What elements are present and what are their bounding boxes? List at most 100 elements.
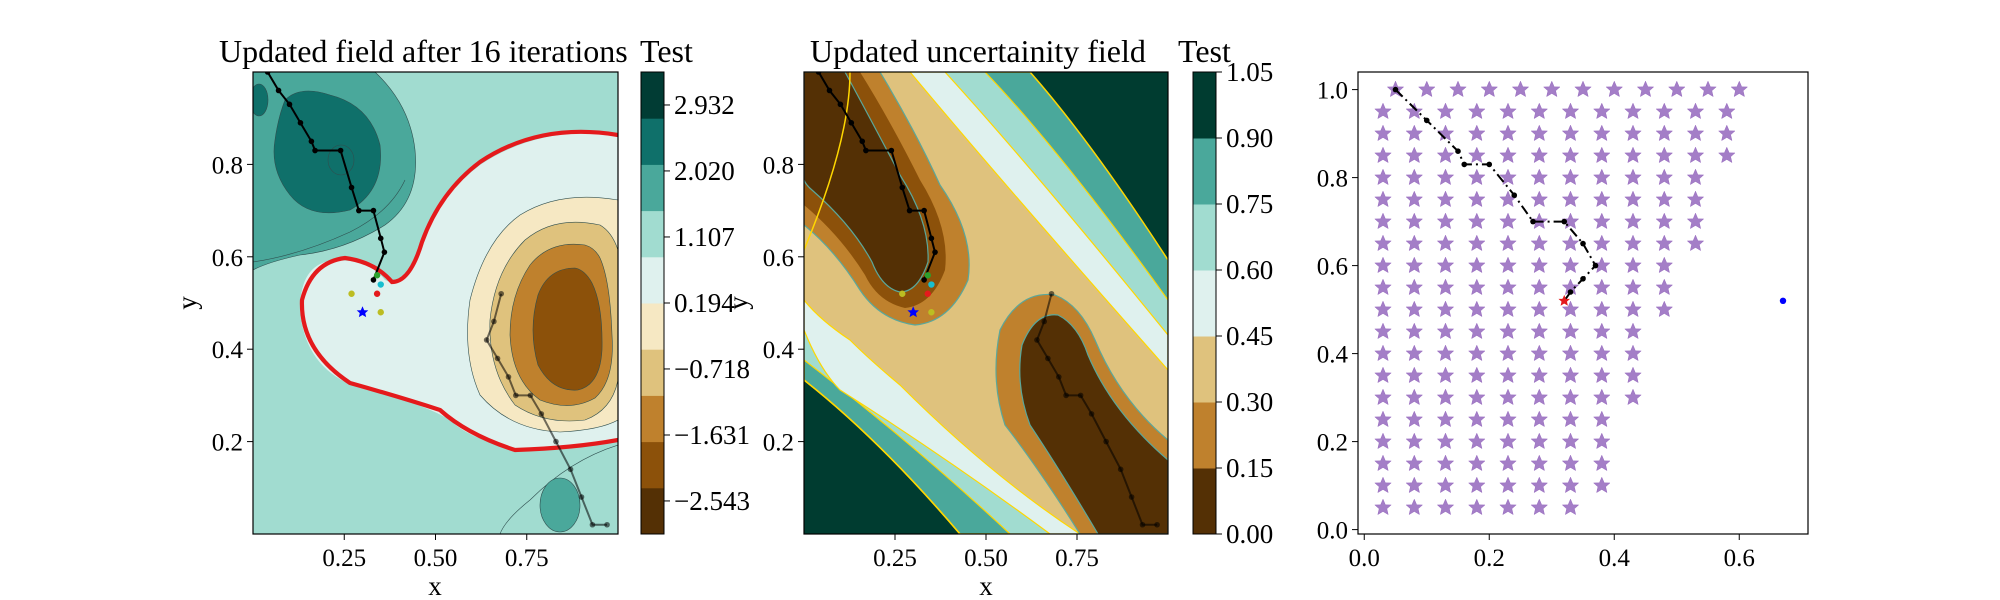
x-tick-label: 0.4 (1599, 545, 1631, 572)
search-path-point (527, 392, 534, 399)
search-path-point (275, 87, 282, 94)
candidate-point (373, 290, 381, 297)
x-tick-label: 0.75 (1055, 545, 1099, 572)
uncertainty-title: Updated uncertainity field (810, 33, 1146, 69)
x-tick-label: 0.6 (1724, 545, 1755, 572)
colorbar-frame (1192, 71, 1217, 535)
search-path-point (888, 147, 895, 154)
search-path-point (921, 277, 927, 283)
search-path-point (826, 87, 833, 94)
y-tick-label: 0.4 (763, 337, 795, 364)
colorbar-tick-label: 0.15 (1226, 453, 1273, 483)
search-path-point (928, 235, 935, 242)
threshold-contour-line (299, 129, 618, 453)
search-path-point (308, 138, 315, 145)
candidate-point (373, 272, 381, 279)
colorbar-level-swatch (641, 210, 664, 258)
x-tick-label: 0.50 (414, 545, 458, 572)
search-path-point (538, 411, 545, 417)
search-path-point (1041, 318, 1048, 325)
search-path-point (837, 101, 844, 108)
colorbar-level-swatch (641, 395, 664, 443)
y-tick-label: 0.8 (1317, 166, 1348, 193)
candidate-point (377, 309, 384, 316)
search-path-point (377, 235, 384, 242)
x-tick-label: 0.50 (964, 545, 1008, 572)
search-path-point (899, 184, 906, 191)
search-path-point (1034, 337, 1040, 343)
colorbar-level-swatch (1193, 270, 1216, 337)
y-tick-label: 0.6 (212, 245, 243, 272)
search-path-point (337, 147, 344, 154)
y-tick-label: 0.8 (763, 152, 794, 179)
y-tick-label: 0.4 (212, 337, 244, 364)
search-path-point (567, 466, 574, 473)
search-path-point (1139, 521, 1146, 528)
field-colorbar-label: Test (640, 33, 693, 69)
search-path-point (553, 438, 559, 445)
colorbar-tick-label: 2.932 (674, 90, 735, 120)
search-path-point (1511, 192, 1518, 198)
search-path-point (491, 318, 497, 325)
uncertainty-axes: 0.25 0.50 0.75 0.2 0.4 0.6 0.8 Updated uncerta… (723, 33, 1273, 600)
colorbar-level-swatch (641, 487, 664, 535)
colorbar-tick-label: 1.107 (674, 222, 735, 252)
colorbar-tick-label: −0.718 (674, 354, 750, 384)
candidate-point (928, 281, 935, 288)
y-tick-label: 0.8 (212, 152, 243, 179)
candidate-point (1779, 297, 1787, 304)
y-tick-label: 0.2 (212, 430, 243, 457)
search-path-point (1048, 290, 1055, 297)
colorbar-tick-label: 0.45 (1226, 321, 1273, 351)
search-path-point (1423, 117, 1430, 124)
colorbar-tick-label: 2.020 (674, 156, 735, 186)
y-tick-label: 0.2 (763, 430, 794, 457)
candidate-point (928, 309, 935, 316)
search-path-point (297, 120, 304, 126)
candidate-point (377, 281, 384, 288)
candidate-point (924, 272, 931, 279)
scatter-axes: 0.0 0.2 0.4 0.6 0.0 0.2 0.4 0.6 0.8 1.0 (1317, 71, 1809, 572)
y-tick-label: 1.0 (1317, 78, 1348, 105)
search-path-point (859, 138, 866, 145)
uncertainty-colorbar-label: Test (1178, 33, 1231, 69)
search-path-point (483, 337, 490, 343)
uncertainty-colorbar: 1.05 0.90 0.75 0.60 0.45 0.30 0.15 0.00 (1192, 57, 1273, 549)
x-tick-label: 0.2 (1474, 545, 1505, 572)
search-path-point (1103, 438, 1109, 445)
colorbar-level-swatch (641, 118, 664, 165)
y-tick-label: 0.4 (1317, 342, 1349, 369)
search-path-point (1567, 289, 1574, 295)
search-path-point (1561, 218, 1568, 225)
search-path-point (513, 392, 519, 399)
search-path-point (1088, 411, 1095, 417)
x-tick-label: 0.0 (1349, 545, 1380, 572)
search-path-point (1592, 262, 1599, 269)
search-path-point (921, 207, 927, 214)
y-tick-label: 0.6 (763, 245, 794, 272)
search-path-point (1128, 494, 1135, 500)
colorbar-level-swatch (1193, 72, 1216, 139)
colorbar-level-swatch (641, 256, 664, 304)
y-tick-label: 0.0 (1317, 518, 1348, 545)
search-path-point (604, 521, 610, 528)
search-path-point (1056, 374, 1062, 380)
colorbar-tick-label: 0.75 (1226, 189, 1273, 219)
colorbar-tick-label: 0.194 (674, 288, 735, 318)
x-tick-label: 0.25 (873, 545, 917, 572)
search-path-point (1530, 218, 1536, 225)
colorbar-tick-label: 0.60 (1226, 255, 1273, 285)
uncertainty-ylabel: y (723, 296, 753, 310)
field-colorbar: 2.932 2.020 1.107 0.194 −0.718 −1.631 −2.543 (640, 71, 750, 535)
x-tick-label: 0.75 (505, 545, 549, 572)
search-path-point (348, 184, 355, 191)
scatter-axes-frame (1357, 71, 1809, 535)
search-path-point (906, 207, 913, 214)
candidate-point (348, 290, 355, 297)
search-path-point (1117, 466, 1124, 473)
search-path-point (312, 147, 318, 154)
field-ylabel: y (172, 296, 202, 310)
search-path-point (498, 290, 505, 297)
